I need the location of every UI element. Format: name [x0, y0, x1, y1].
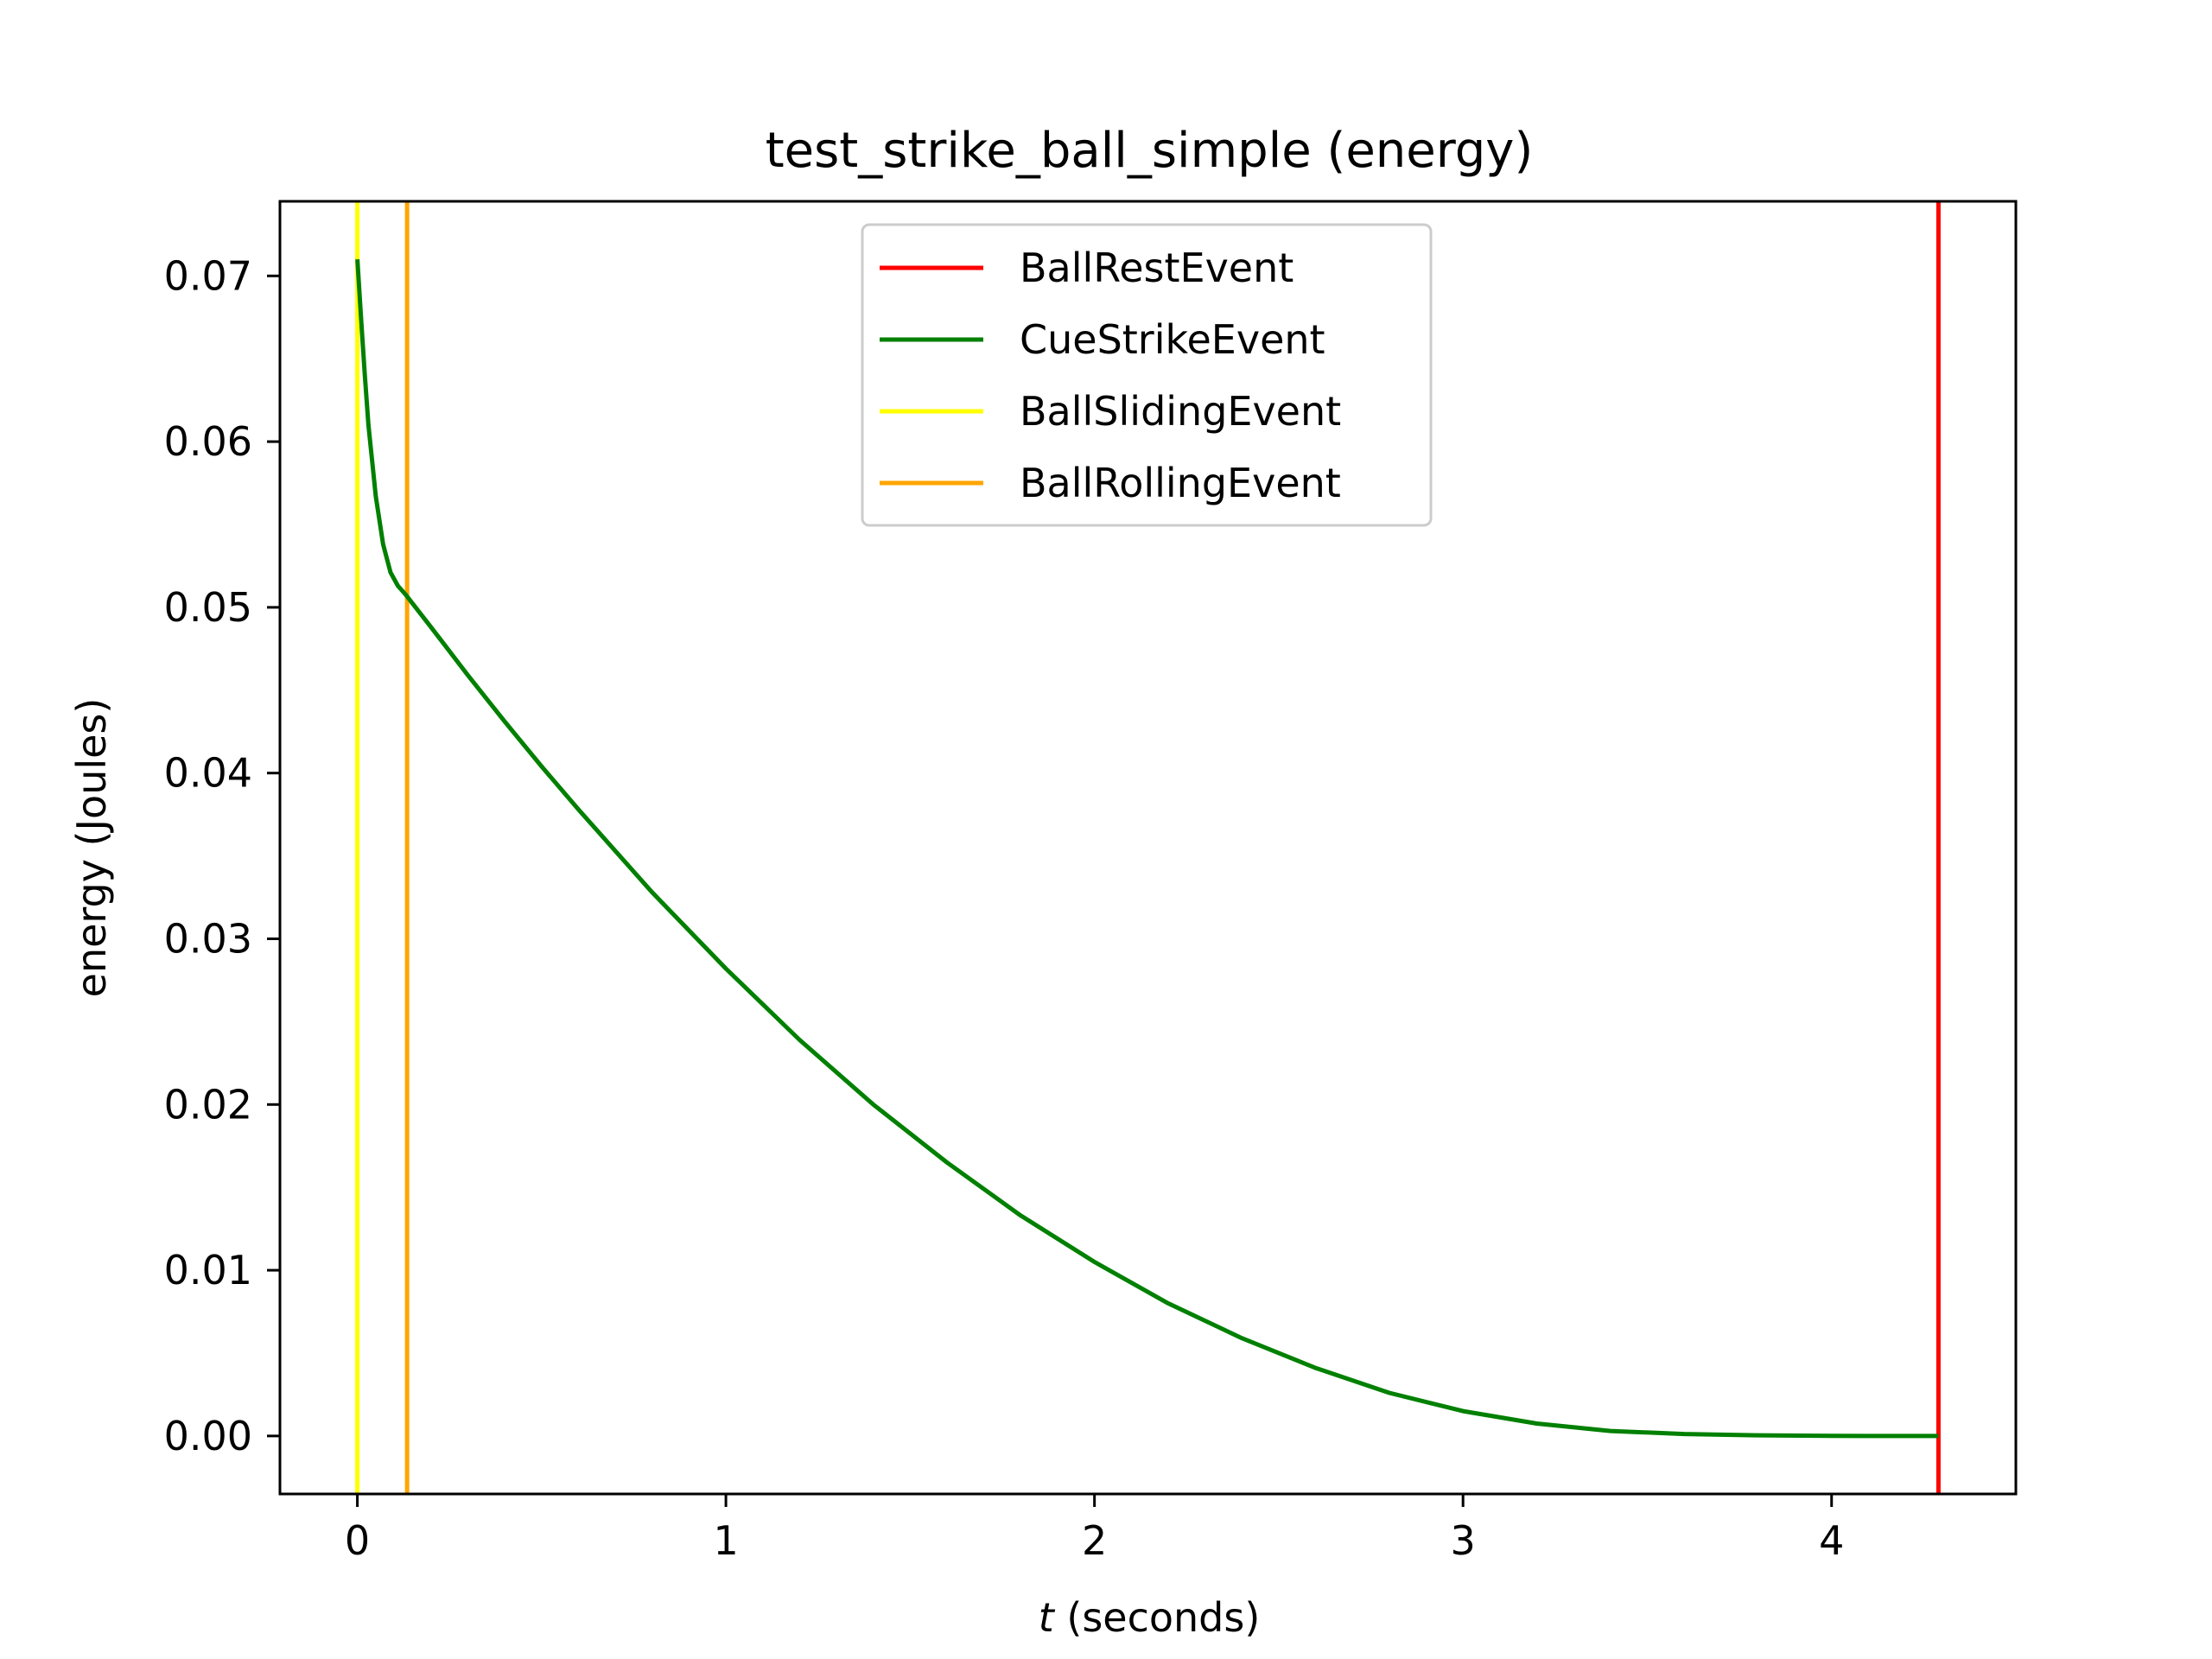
legend-label: BallRollingEvent [1020, 460, 1341, 506]
series-lines [355, 258, 1939, 1439]
y-tick-label: 0.07 [164, 252, 252, 299]
legend-label: BallSlidingEvent [1020, 388, 1341, 435]
x-tick-label: 0 [345, 1517, 370, 1564]
x-axis: 0 1 2 3 4 [345, 1494, 1844, 1564]
x-axis-label: t (seconds) [1039, 1594, 1261, 1641]
legend-label: CueStrikeEvent [1020, 316, 1325, 363]
legend-label: BallRestEvent [1020, 245, 1294, 291]
plot-frame [278, 200, 2018, 1496]
x-tick-label: 2 [1082, 1517, 1107, 1564]
x-axis-label-unit: (seconds) [1054, 1594, 1261, 1641]
y-tick-label: 0.04 [164, 750, 252, 797]
chart-title: test_strike_ball_simple (energy) [766, 123, 1534, 179]
x-tick-label: 1 [713, 1517, 738, 1564]
y-tick-label: 0.03 [164, 915, 252, 962]
x-axis-label-variable: t [1039, 1594, 1056, 1641]
y-axis: 0.00 0.01 0.02 0.03 0.04 0.05 0.06 0.07 [164, 252, 280, 1459]
y-tick-label: 0.06 [164, 418, 252, 465]
x-tick-label: 4 [1819, 1517, 1844, 1564]
event-lines [355, 201, 1941, 1494]
legend-box [861, 223, 1433, 527]
x-tick-label: 3 [1451, 1517, 1476, 1564]
y-tick-label: 0.05 [164, 584, 252, 631]
series-line-energy [355, 258, 1939, 1439]
legend: BallRestEvent CueStrikeEvent BallSlidingEv… [861, 223, 1433, 527]
y-tick-label: 0.00 [164, 1413, 252, 1459]
y-axis-label: energy (Joules) [68, 698, 115, 998]
y-tick-label: 0.01 [164, 1247, 252, 1294]
y-tick-label: 0.02 [164, 1081, 252, 1128]
